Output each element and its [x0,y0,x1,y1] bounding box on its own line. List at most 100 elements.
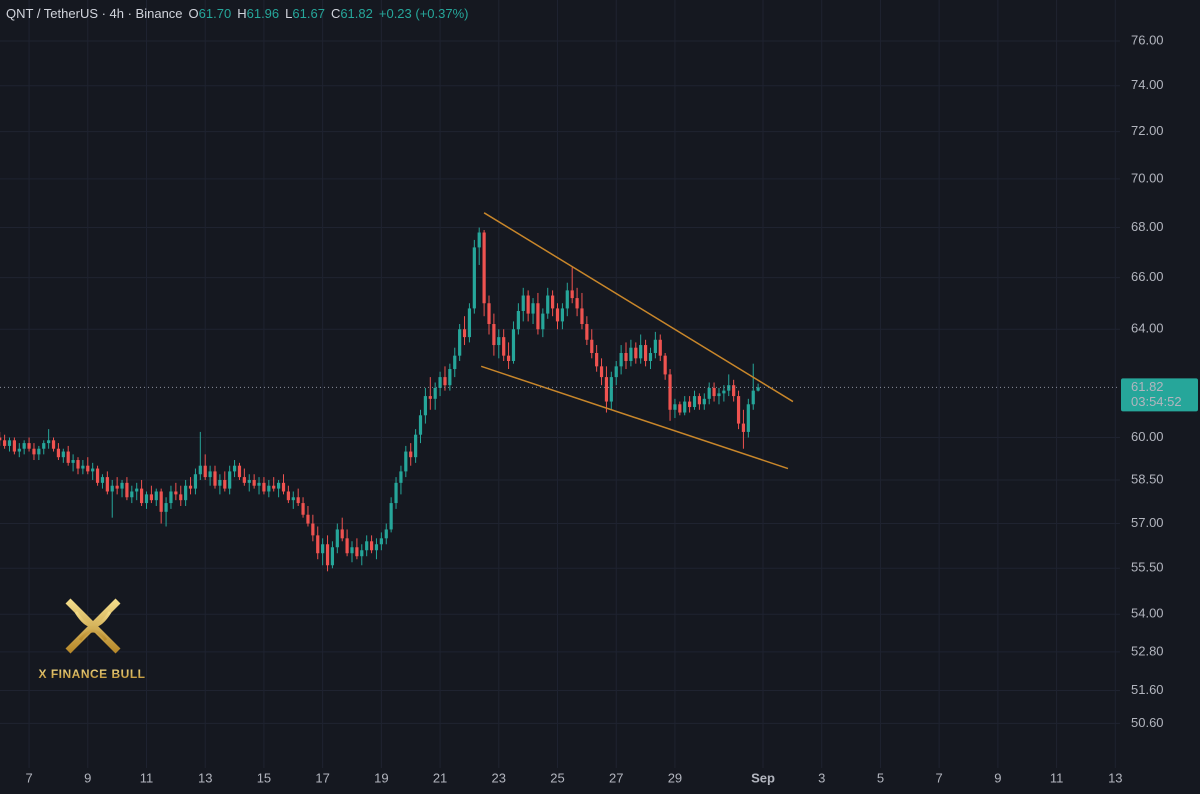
candle-body [262,482,266,492]
candle-body [47,440,51,444]
candle-body [291,497,295,501]
candle-body [335,529,339,548]
candle-body [599,366,604,378]
candle-body [472,247,476,309]
candle-body [252,479,256,486]
x-tick-label: 9 [994,770,1001,785]
candle-body [345,538,349,554]
candle-body [32,448,36,455]
x-tick-label: 13 [1108,770,1122,785]
candle-body [467,308,472,338]
x-tick-label: 7 [25,770,32,785]
candle-body [453,355,457,370]
candle-body [712,387,716,397]
candle-body [311,523,315,536]
candle-body [174,491,178,495]
y-tick-label: 58.50 [1131,471,1164,486]
candle-body [756,387,760,391]
candle-body [570,290,574,299]
candle-body [350,547,354,554]
candle-body [184,485,188,501]
x-tick-label: 23 [492,770,506,785]
candle-body [37,448,41,455]
trendline [480,365,789,470]
x-tick-label: 15 [257,770,271,785]
candle-body [149,494,153,501]
candle-body [76,460,80,469]
candle-body [663,355,667,375]
x-tick-label: 27 [609,770,623,785]
candle-body [27,443,31,449]
watermark-text: X FINANCE BULL [39,667,146,681]
candle-body [409,451,413,458]
candle-body [42,443,46,449]
candle-body [281,482,286,492]
candle-body [130,491,134,498]
axes: 50.60 51.60 52.80 54.00 55.50 57.00 58.50 60.00… [25,32,1198,785]
candle-body [296,497,300,504]
y-tick-label: 50.60 [1131,715,1164,730]
candle-body [257,482,261,486]
candle-body [639,345,643,359]
candle-body [648,353,653,361]
x-tick-label: 21 [433,770,447,785]
candle-body [330,547,335,566]
candle-body [624,353,628,361]
y-tick-label: 68.00 [1131,219,1164,234]
candle-body [105,477,109,492]
candle-body [423,396,427,416]
ohlc-key: L [285,6,292,21]
candle-body [697,396,701,405]
candle-body [139,488,144,504]
candle-body [477,232,481,248]
candle-body [736,396,741,424]
candle-body [188,485,193,489]
y-tick-label: 64.00 [1131,321,1164,336]
y-tick-label: 66.00 [1131,269,1164,284]
candle-body [95,468,100,483]
ohlc-value: 61.70 [199,6,232,21]
candle-body [169,491,173,504]
candle-body [751,390,755,405]
candle-body [678,404,682,413]
candle-body [374,544,379,551]
candle-body [741,423,746,432]
candle-body [555,308,560,322]
candle-body [61,451,65,458]
header: QNT / TetherUS · 4h · Binance O61.70 H61.9… [6,6,469,21]
candle-body [404,451,408,472]
candle-body [272,485,276,489]
candle-body [438,377,442,388]
candle-body [316,535,320,554]
candle-body [51,440,56,449]
y-tick-label: 52.80 [1131,643,1164,658]
candle-body [267,485,271,492]
candle-body [443,377,447,386]
y-tick-label: 55.50 [1131,560,1164,575]
candle-body [702,398,706,405]
ohlc-value: 61.67 [292,6,325,21]
ohlc-value: 61.82 [340,6,373,21]
candle-body [81,465,85,469]
candle-body [228,471,232,489]
candle-body [732,385,736,397]
candle-body [595,353,599,367]
y-tick-label: 51.60 [1131,682,1164,697]
candle-body [193,474,198,489]
last-price-box [1121,378,1198,412]
candle-body [497,337,501,346]
x-tick-label: 11 [140,770,154,785]
x-tick-label: 7 [936,770,943,785]
ohlc-value: 61.96 [247,6,280,21]
candle-body [614,366,618,378]
header-text: QNT / TetherUS · 4h · Binance O61.70 H61.9… [6,6,469,21]
candle-body [590,339,594,354]
candle-body [609,377,613,402]
last-price-label: 61.82 [1131,379,1164,394]
watermark-logo: X FINANCE BULL [39,598,146,681]
x-tick-label: 29 [668,770,682,785]
candle-body [560,308,565,322]
candle-body [384,529,388,539]
